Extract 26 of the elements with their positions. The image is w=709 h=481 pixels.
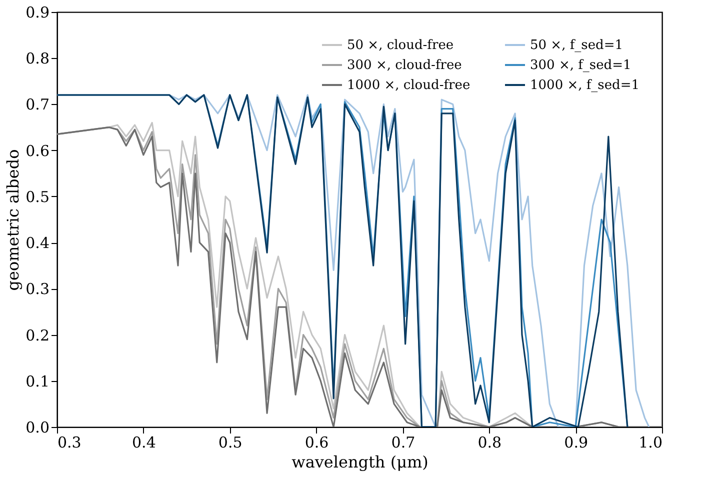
x-tick-label: 0.7	[391, 434, 416, 452]
y-tick-label: 0.1	[26, 372, 50, 390]
x-tick-label: 1.0	[638, 434, 662, 452]
x-tick-label: 0.8	[478, 434, 502, 452]
x-tick-label: 0.9	[564, 434, 588, 452]
legend-label: 1000 ×, f_sed=1	[530, 78, 640, 93]
legend-label: 300 ×, cloud-free	[347, 58, 462, 73]
x-tick-label: 0.5	[218, 434, 242, 452]
y-tick-label: 0.7	[26, 96, 50, 114]
x-axis-title: wavelength (μm)	[292, 452, 428, 472]
y-tick-label: 0.5	[26, 188, 50, 206]
y-tick-label: 0.2	[26, 326, 50, 344]
y-tick-label: 0.6	[26, 142, 50, 160]
y-tick-label: 0.8	[26, 50, 50, 68]
y-tick-label: 0.4	[26, 234, 50, 252]
legend-label: 300 ×, f_sed=1	[530, 58, 632, 73]
legend-label: 50 ×, cloud-free	[347, 38, 454, 53]
x-tick-label: 0.3	[58, 434, 82, 452]
y-tick-label: 0.0	[26, 418, 50, 436]
x-tick-label: 0.6	[304, 434, 329, 452]
legend-label: 1000 ×, cloud-free	[347, 78, 470, 93]
x-tick-label: 0.4	[132, 434, 156, 452]
y-tick-label: 0.9	[26, 4, 50, 22]
y-axis-title: geometric albedo	[4, 149, 23, 291]
legend-label: 50 ×, f_sed=1	[530, 38, 623, 53]
y-tick-label: 0.3	[26, 280, 50, 298]
